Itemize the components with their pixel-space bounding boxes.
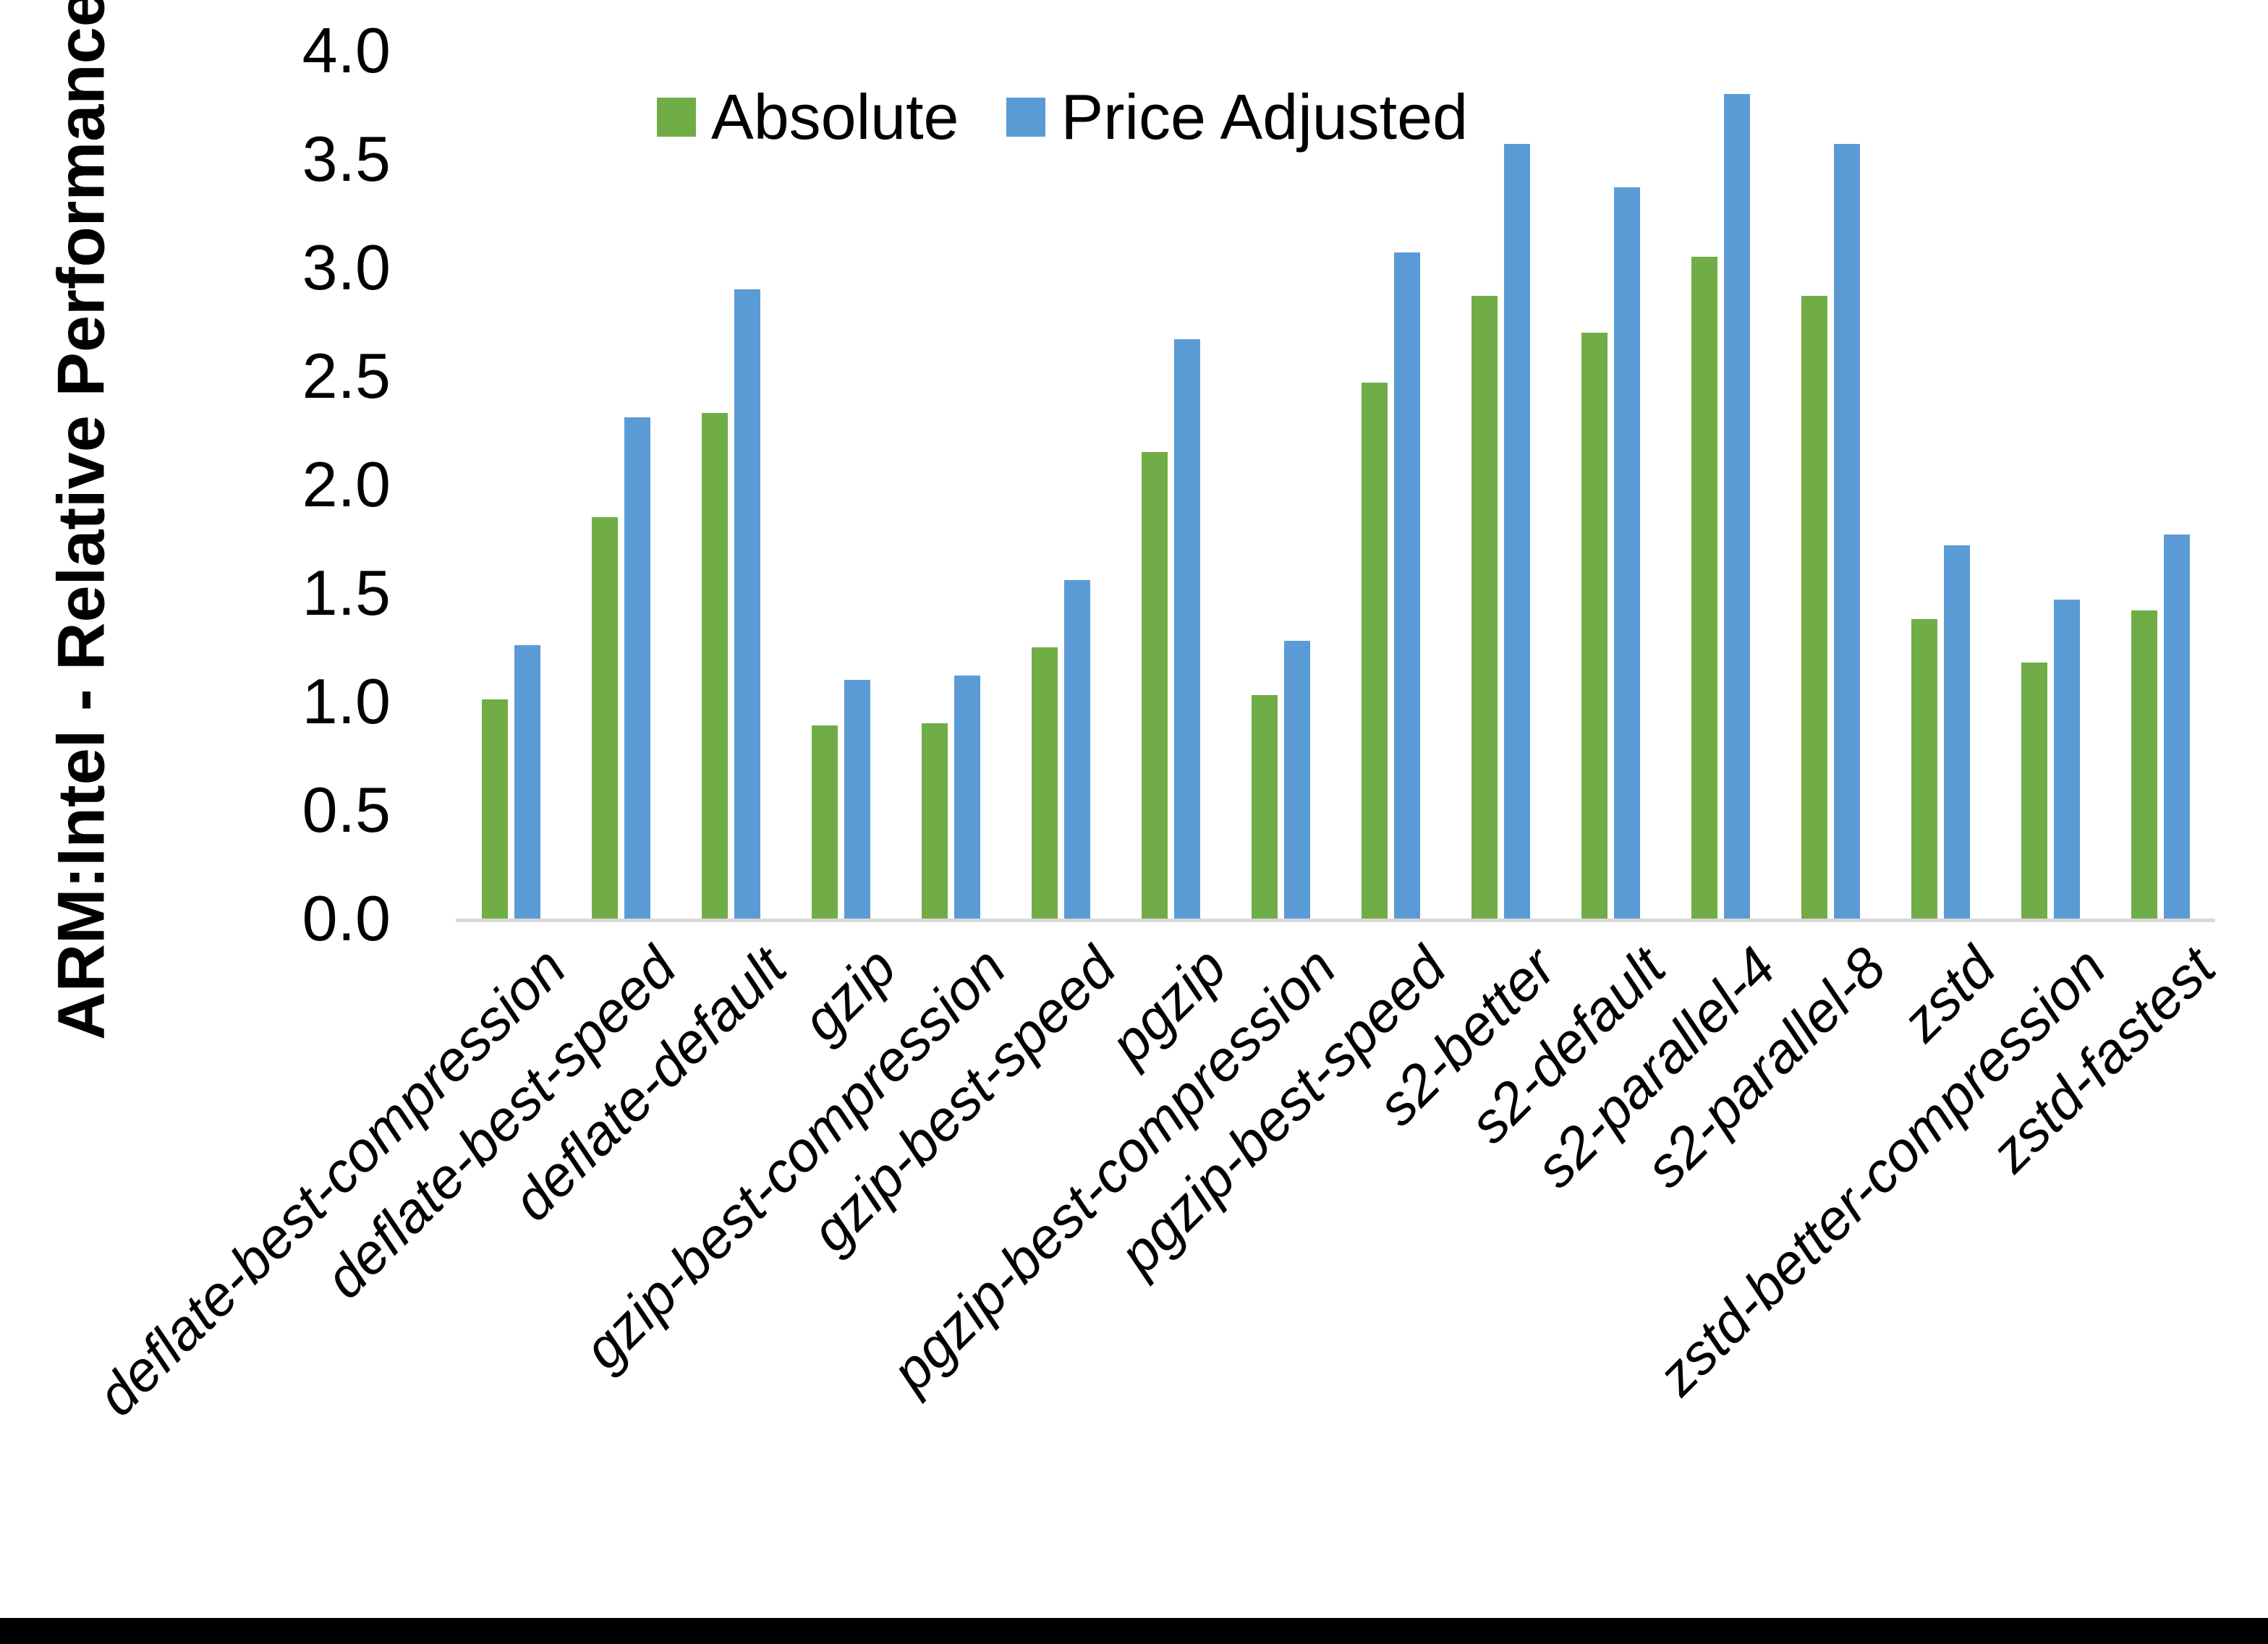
bar-group-deflate-best-compression [456, 51, 566, 919]
legend-label: Absolute [711, 81, 959, 153]
y-tick-label: 0.0 [302, 882, 391, 954]
y-axis-title: ARM:Intel - Relative Performance [44, 0, 119, 1040]
bar-group-zstd-better-compression [1995, 51, 2105, 919]
bar-price-adjusted [2163, 534, 2190, 919]
bottom-border [0, 1618, 2268, 1644]
bar-absolute [1471, 296, 1498, 919]
bar-absolute [1141, 452, 1168, 919]
bar-absolute [1031, 647, 1058, 919]
bar-price-adjusted [954, 676, 980, 919]
y-tick-label: 0.5 [302, 774, 391, 846]
legend: Absolute Price Adjusted [657, 85, 1468, 149]
bar-group-gzip-best-compression [896, 51, 1006, 919]
y-tick-label: 2.5 [302, 340, 391, 412]
bar-price-adjusted [1393, 252, 1420, 919]
y-tick-label: 3.0 [302, 231, 391, 303]
bar-price-adjusted [1173, 339, 1200, 919]
bar-group-s2-better [1445, 51, 1555, 919]
bar-price-adjusted [844, 680, 870, 919]
bar-absolute [811, 725, 838, 919]
bar-group-gzip [786, 51, 896, 919]
legend-label: Price Adjusted [1061, 81, 1469, 153]
y-tick-label: 1.5 [302, 557, 391, 629]
bar-absolute [921, 723, 948, 919]
bar-price-adjusted [1503, 144, 1530, 919]
bar-group-s2-parallel-8 [1775, 51, 1885, 919]
bar-group-s2-default [1555, 51, 1665, 919]
bar-absolute [1691, 257, 1717, 919]
bar-price-adjusted [514, 645, 540, 919]
bar-absolute [1251, 695, 1278, 919]
bar-price-adjusted [1613, 187, 1640, 919]
y-tick-label: 3.5 [302, 123, 391, 195]
bar-group-pgzip-best-speed [1335, 51, 1445, 919]
legend-item-price-adjusted: Price Adjusted [1006, 85, 1468, 149]
bar-absolute [2021, 663, 2047, 919]
bar-price-adjusted [1833, 144, 1860, 919]
bar-absolute [1911, 619, 1937, 919]
legend-item-absolute: Absolute [657, 85, 959, 149]
y-tick-label: 2.0 [302, 448, 391, 520]
legend-swatch-icon [657, 98, 696, 137]
bar-absolute [591, 517, 618, 919]
bar-absolute [1581, 333, 1607, 919]
bar-price-adjusted [1943, 545, 1970, 919]
bar-group-zstd [1885, 51, 1995, 919]
bar-price-adjusted [624, 417, 650, 919]
bar-price-adjusted [2053, 600, 2080, 919]
bar-price-adjusted [1063, 580, 1090, 919]
bar-group-s2-parallel-4 [1665, 51, 1775, 919]
bar-group-zstd-fastest [2105, 51, 2215, 919]
legend-swatch-icon [1006, 98, 1046, 137]
bar-absolute [701, 413, 728, 919]
bar-absolute [2131, 610, 2157, 919]
bar-price-adjusted [1283, 641, 1310, 919]
bar-price-adjusted [1723, 94, 1750, 919]
bar-group-deflate-default [676, 51, 786, 919]
bar-group-deflate-best-speed [566, 51, 676, 919]
y-tick-label: 1.0 [302, 665, 391, 737]
bar-absolute [1801, 296, 1827, 919]
bar-group-pgzip-best-compression [1226, 51, 1335, 919]
bar-absolute [1361, 383, 1388, 919]
plot-area [456, 51, 2215, 922]
bar-absolute [481, 699, 508, 919]
y-tick-label: 4.0 [302, 14, 391, 86]
bar-price-adjusted [734, 289, 760, 919]
bar-group-gzip-best-speed [1006, 51, 1116, 919]
bar-group-pgzip [1116, 51, 1226, 919]
